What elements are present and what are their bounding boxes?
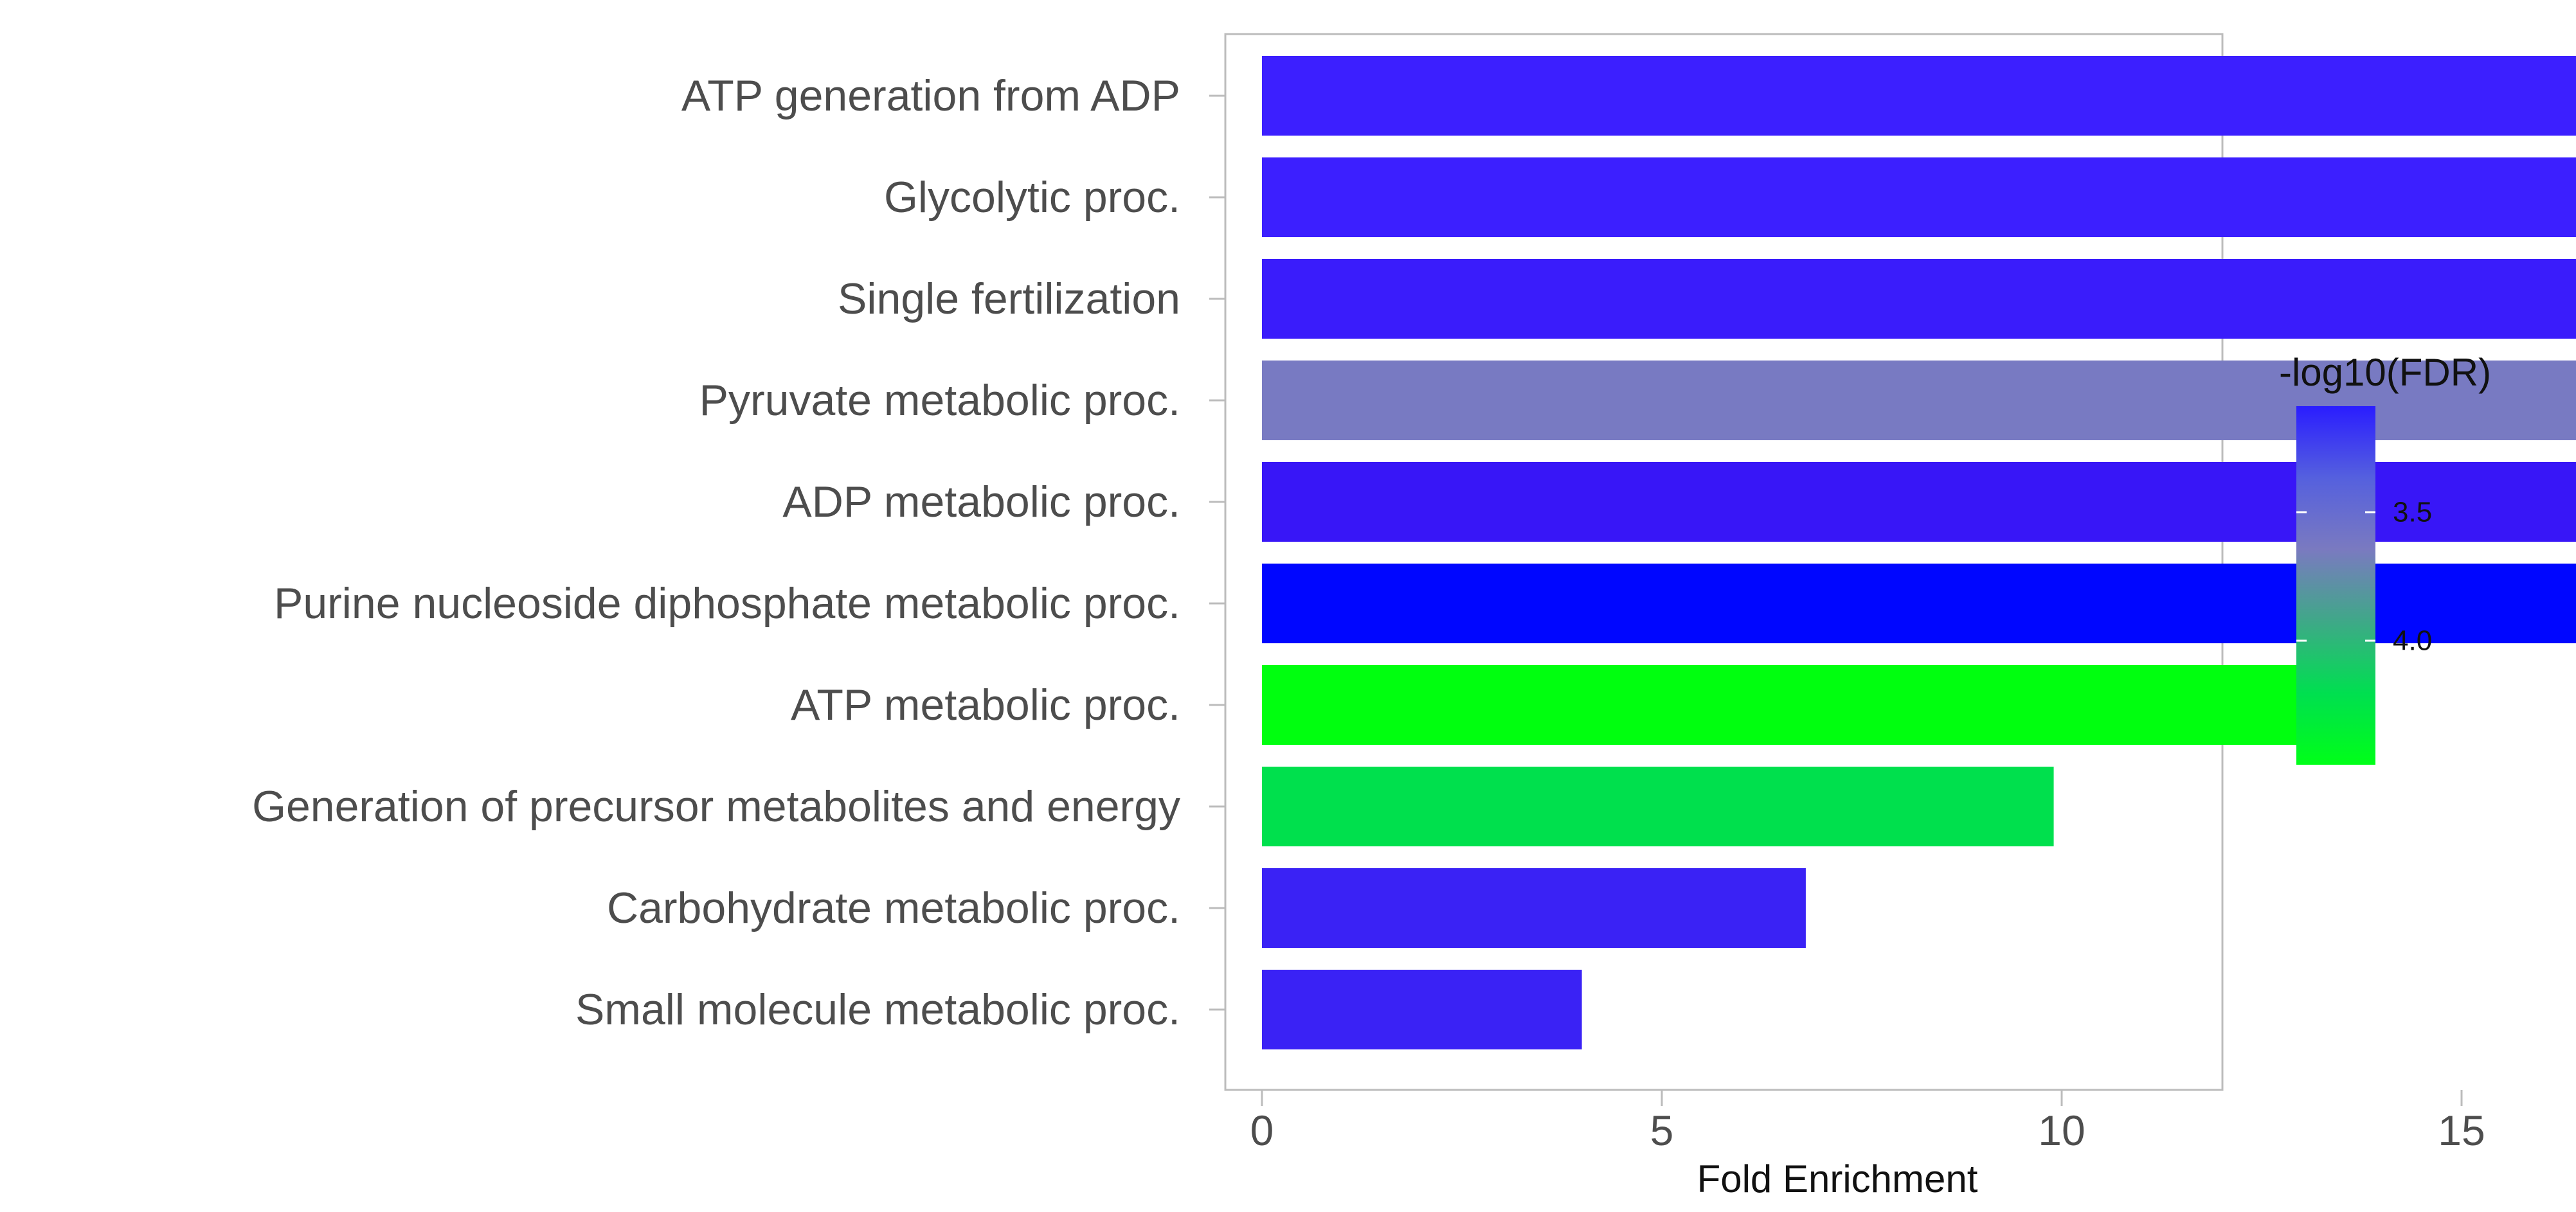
x-tick-label: 10 bbox=[2038, 1107, 2085, 1154]
category-label: Small molecule metabolic proc. bbox=[575, 985, 1180, 1034]
legend-title: -log10(FDR) bbox=[2279, 351, 2491, 394]
legend-colorbar bbox=[2296, 406, 2375, 765]
bar-5 bbox=[1262, 462, 2576, 542]
category-label: ADP metabolic proc. bbox=[782, 477, 1180, 526]
bar-6 bbox=[1262, 564, 2576, 643]
category-label: Pyruvate metabolic proc. bbox=[699, 376, 1180, 425]
bar-7 bbox=[1262, 665, 2366, 745]
legend-tick-label: 4.0 bbox=[2393, 625, 2432, 657]
category-label: Glycolytic proc. bbox=[884, 173, 1180, 222]
category-label: ATP generation from ADP bbox=[681, 71, 1180, 120]
x-tick-label: 5 bbox=[1650, 1107, 1674, 1154]
legend-tick-label: 3.5 bbox=[2393, 497, 2432, 528]
category-label: Single fertilization bbox=[838, 274, 1180, 323]
legend-ticks: 3.5 4.0 bbox=[2296, 497, 2432, 657]
x-tick-label: 0 bbox=[1250, 1107, 1274, 1154]
x-axis: 05101520 bbox=[1250, 1090, 2485, 1154]
bar-3 bbox=[1262, 259, 2576, 339]
bar-1 bbox=[1262, 56, 2576, 136]
x-tick-label: 15 bbox=[2438, 1107, 2485, 1154]
bar-9 bbox=[1262, 868, 1806, 948]
category-label: Carbohydrate metabolic proc. bbox=[607, 884, 1180, 932]
category-label: Purine nucleoside diphosphate metabolic … bbox=[274, 579, 1180, 628]
color-legend: -log10(FDR) 3.5 4.0 bbox=[2279, 351, 2491, 765]
category-label: ATP metabolic proc. bbox=[791, 681, 1180, 729]
bar-8 bbox=[1262, 767, 2054, 846]
y-axis: ATP generation from ADP Glycolytic proc. S… bbox=[252, 71, 1225, 1034]
bar-10 bbox=[1262, 970, 1582, 1049]
category-label: Generation of precursor metabolites and … bbox=[252, 782, 1180, 831]
x-axis-title: Fold Enrichment bbox=[1697, 1157, 1978, 1200]
bar-2 bbox=[1262, 157, 2576, 237]
